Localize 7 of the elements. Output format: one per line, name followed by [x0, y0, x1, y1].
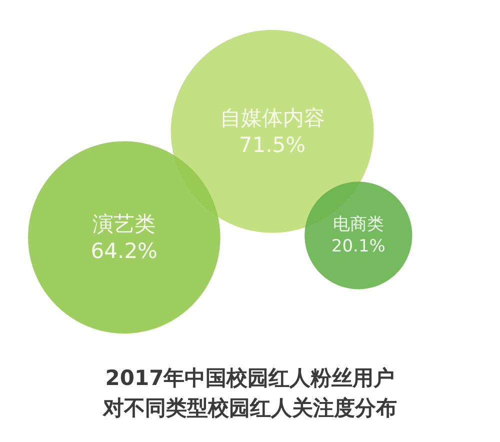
category-label: 电商类: [332, 214, 384, 234]
text: 2017年中国校园红人粉丝用户对不同类型校园红人关注度分布: [102, 366, 397, 420]
category-label: 演艺类: [92, 212, 156, 236]
data-label: 20.1%: [331, 236, 386, 256]
data-label: 64.2%: [90, 238, 158, 263]
category-label: 自媒体内容: [220, 106, 325, 130]
data-label: 71.5%: [238, 132, 306, 157]
